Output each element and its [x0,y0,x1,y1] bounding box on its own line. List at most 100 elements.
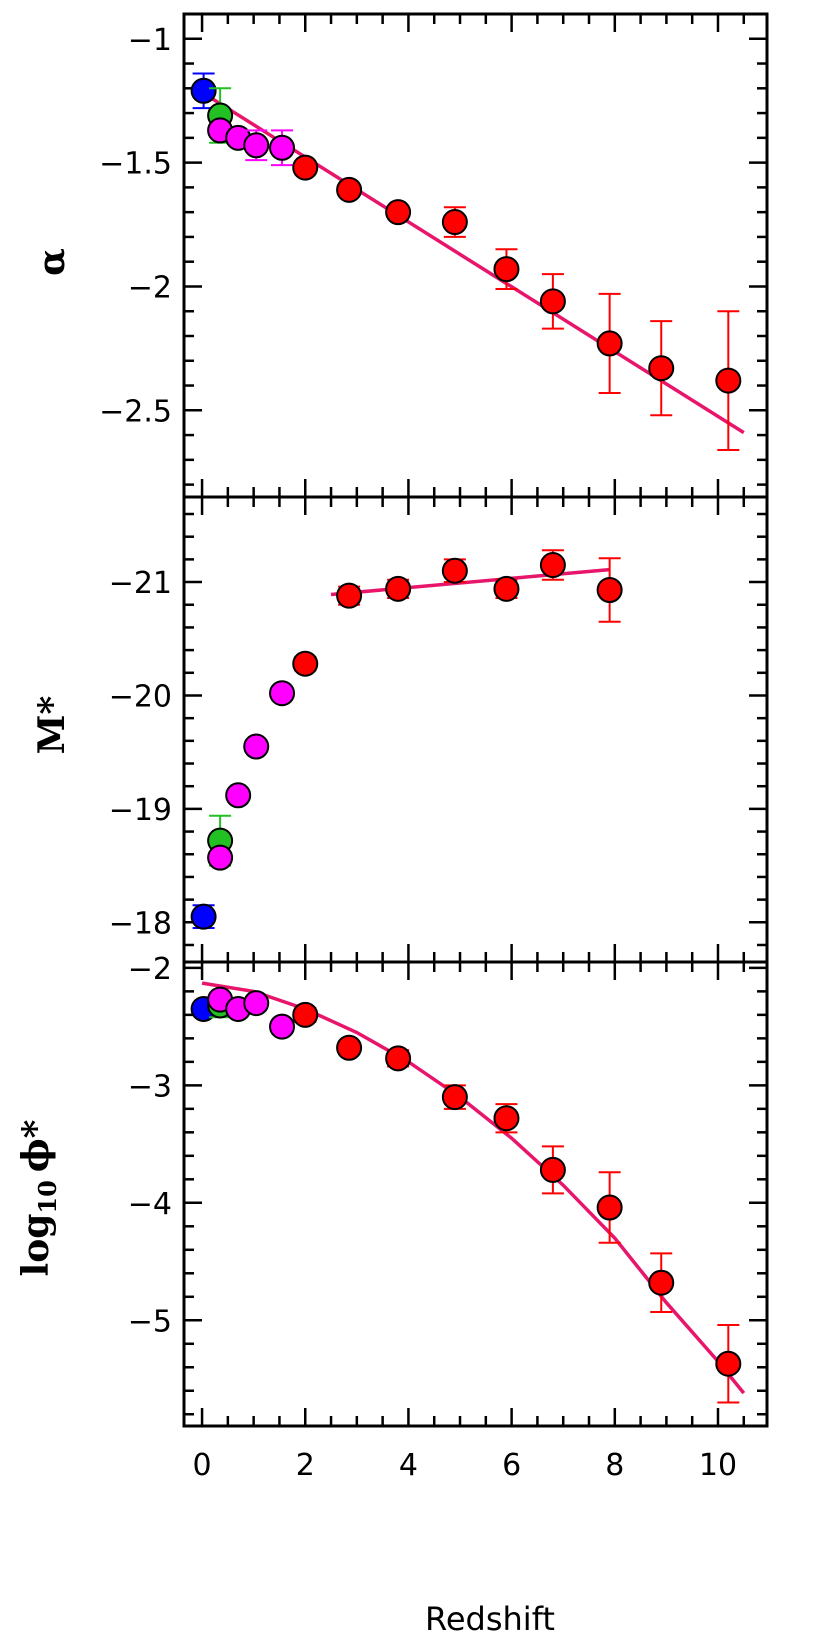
data-point-red [292,154,319,181]
data-point-red [441,557,468,584]
y-tick-label-alpha: −1.5 [99,147,172,182]
marker [207,844,234,871]
marker [336,1034,363,1061]
marker [336,176,363,203]
marker [596,330,623,357]
y-tick-label-phistar: −4 [128,1187,172,1222]
marker [292,154,319,181]
data-point-magenta [243,733,270,760]
marker [441,209,468,236]
x-tick-label: 2 [296,1448,315,1483]
marker [190,903,217,930]
data-point-red [715,1323,742,1404]
marker [225,782,252,809]
data-point-blue [190,903,217,930]
x-tick-labels: 0 2 4 6 8 10 [193,1448,738,1483]
x-axis-title: Redshift [425,1600,555,1638]
marker [539,552,566,579]
marker [243,990,270,1017]
phistar-y-axis-title: log10 ϕ* [15,1119,62,1276]
panel-phistar: −2 −3 −4 −5 [128,952,769,1428]
data-point-red [596,292,623,394]
marker [715,1350,742,1377]
marker [336,582,363,609]
marker [269,134,296,161]
data-point-magenta [243,990,270,1017]
y-tick-label-phistar: −2 [128,952,172,987]
data-point-red [493,1103,520,1134]
mstar-y-axis-title-text: M* [31,695,73,754]
x-tick-label: 10 [699,1448,737,1483]
data-point-magenta [243,129,270,162]
marker [493,575,520,602]
data-point-magenta [269,1013,296,1040]
y-tick-label-alpha: −2 [128,270,172,305]
data-point-red [385,575,412,602]
fit-line-phistar [201,981,746,1395]
marker [539,1156,566,1183]
data-point-magenta [269,680,296,707]
data-point-red [493,575,520,602]
data-point-red [336,582,363,609]
panel-alpha: −1 −1.5 −2 −2.5 [99,12,769,499]
marker [648,355,675,382]
marker [715,367,742,394]
x-tick-label: 0 [193,1448,212,1483]
data-point-red [539,549,566,581]
phistar-ylabel-sub: 10 [33,1180,62,1213]
marker [493,1105,520,1132]
marker [190,77,217,104]
y-tick-label-mstar: −18 [109,906,172,941]
phistar-y-axis-title-text: log10 ϕ* [15,1119,62,1276]
panel-frame-phistar [182,960,769,1428]
panels-layer: −1 −1.5 −2 −2.5 −21 −20 −19 −18 −2 −3 −4 −5 [99,12,769,1428]
data-point-red [493,248,520,290]
data-point-magenta [207,844,234,871]
x-tick-label: 8 [605,1448,624,1483]
y-tick-label-phistar: −5 [128,1304,172,1339]
mstar-y-axis-title: M* [31,695,73,754]
marker [243,733,270,760]
data-point-red [648,320,675,417]
data-point-red [539,1145,566,1195]
data-point-red [385,1045,412,1072]
marker [269,680,296,707]
alpha-y-axis-title: α [31,248,73,276]
data-point-red [648,1252,675,1314]
marker [243,132,270,159]
marker [385,1045,412,1072]
data-point-magenta [225,782,252,809]
marker [292,650,319,677]
marker [269,1013,296,1040]
y-tick-label-mstar: −20 [109,679,172,714]
data-point-red [336,1034,363,1061]
phistar-ylabel-log: log [15,1214,57,1277]
panel-frame-mstar [182,495,769,964]
data-point-red [596,557,623,623]
marker [385,199,412,226]
data-point-red [336,176,363,203]
marker [596,577,623,603]
y-tick-label-mstar: −19 [109,793,172,828]
data-point-red [441,206,468,238]
y-tick-label-mstar: −21 [109,566,172,601]
data-point-red [715,310,742,451]
data-point-red [385,199,412,226]
marker [596,1194,623,1221]
data-point-magenta [269,129,296,167]
marker [493,256,520,283]
y-tick-label-alpha: −2.5 [99,394,172,429]
data-point-red [596,1171,623,1244]
marker [292,1001,319,1028]
marker [441,557,468,584]
panel-frame-alpha [182,12,769,499]
data-point-red [539,273,566,330]
fit-line-mstar [330,567,610,597]
x-tick-label: 4 [399,1448,418,1483]
panel-mstar: −21 −20 −19 −18 [109,495,769,964]
data-point-red [292,650,319,677]
phistar-ylabel-sym: ϕ* [15,1119,57,1172]
y-tick-label-alpha: −1 [128,23,172,58]
data-point-red [441,1084,468,1111]
